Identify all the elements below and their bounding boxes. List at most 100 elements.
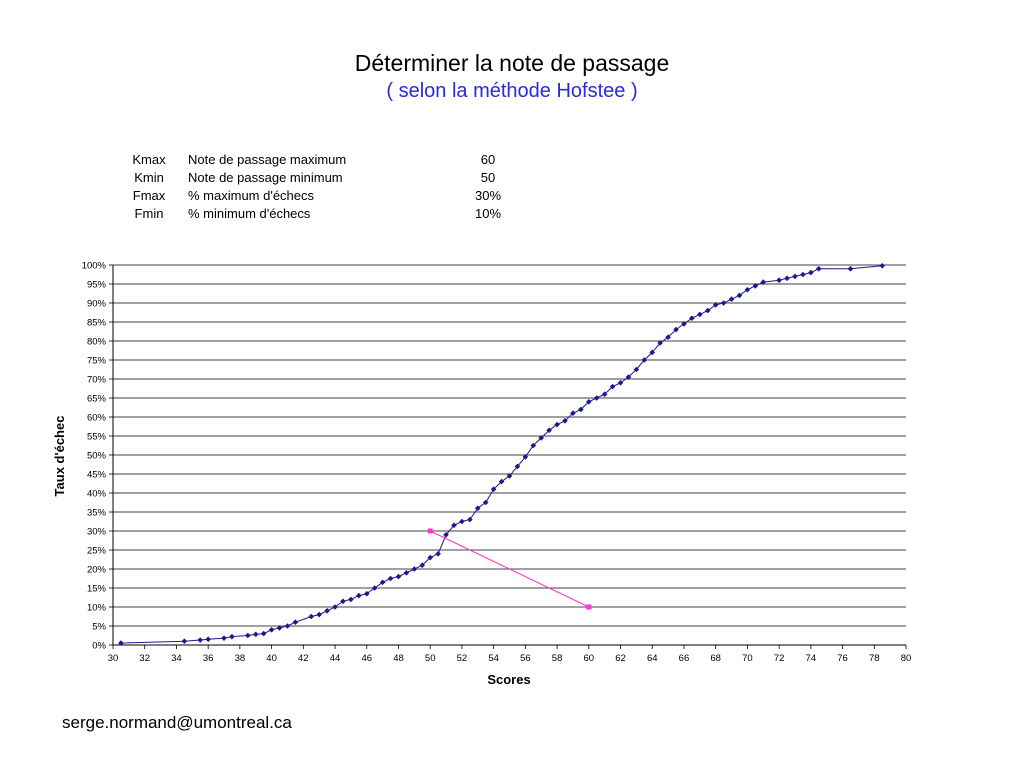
x-tick-label: 50 bbox=[425, 653, 436, 664]
y-tick-label: 20% bbox=[87, 565, 107, 576]
data-point bbox=[118, 640, 124, 646]
data-point bbox=[498, 478, 505, 485]
x-tick-label: 54 bbox=[488, 653, 499, 664]
x-tick-label: 46 bbox=[361, 653, 372, 664]
x-tick-label: 36 bbox=[203, 653, 214, 664]
data-point bbox=[395, 573, 402, 580]
data-point bbox=[697, 311, 703, 318]
x-tick-label: 68 bbox=[710, 653, 721, 664]
data-point bbox=[411, 566, 418, 572]
data-point bbox=[482, 499, 489, 506]
data-point bbox=[593, 395, 600, 401]
param-value: 60 bbox=[480, 152, 496, 167]
data-point bbox=[704, 307, 711, 314]
data-point bbox=[800, 271, 806, 278]
data-point bbox=[506, 473, 513, 479]
data-point bbox=[379, 579, 386, 586]
footer-email: serge.normand@umontreal.ca bbox=[62, 713, 292, 732]
data-point bbox=[451, 522, 457, 529]
x-axis-label: Scores bbox=[487, 672, 530, 687]
page-subtitle: ( selon la méthode Hofstee ) bbox=[386, 80, 638, 102]
data-point bbox=[284, 623, 291, 629]
data-point bbox=[657, 340, 663, 346]
y-tick-label: 45% bbox=[87, 470, 107, 481]
x-tick-label: 30 bbox=[108, 653, 119, 664]
y-tick-label: 100% bbox=[82, 261, 107, 272]
x-tick-label: 34 bbox=[171, 653, 182, 664]
data-point bbox=[808, 269, 814, 276]
data-point bbox=[427, 554, 433, 561]
data-point bbox=[403, 570, 410, 576]
data-point bbox=[673, 326, 679, 333]
data-point bbox=[752, 283, 759, 289]
param-code: Fmin bbox=[134, 206, 164, 221]
data-point bbox=[332, 604, 338, 610]
x-tick-label: 56 bbox=[520, 653, 531, 664]
data-point bbox=[879, 262, 886, 269]
data-point bbox=[712, 302, 719, 308]
data-point bbox=[689, 315, 695, 321]
y-axis-label: Taux d'échec bbox=[52, 416, 67, 497]
data-point bbox=[221, 635, 227, 641]
param-row-kmin: Kmin Note de passage minimum 50 bbox=[112, 169, 528, 187]
data-point bbox=[252, 631, 259, 638]
y-tick-label: 15% bbox=[87, 584, 107, 595]
x-tick-label: 40 bbox=[266, 653, 277, 664]
data-point bbox=[641, 357, 648, 363]
parameters-table: Kmax Note de passage maximum 60 Kmin Not… bbox=[112, 151, 528, 223]
x-tick-label: 74 bbox=[806, 653, 817, 664]
data-point bbox=[245, 632, 251, 639]
y-tick-label: 50% bbox=[87, 451, 107, 462]
param-label: Note de passage maximum bbox=[188, 152, 347, 167]
x-tick-label: 76 bbox=[837, 653, 848, 664]
data-point bbox=[744, 286, 751, 293]
param-code: Fmax bbox=[132, 188, 166, 203]
hofstee-point bbox=[427, 528, 433, 534]
y-tick-label: 75% bbox=[87, 356, 107, 367]
x-tick-label: 78 bbox=[869, 653, 880, 664]
x-tick-label: 38 bbox=[235, 653, 246, 664]
data-point bbox=[443, 532, 449, 538]
data-point bbox=[815, 266, 822, 272]
data-point bbox=[625, 374, 632, 380]
data-point bbox=[546, 427, 552, 434]
x-tick-label: 72 bbox=[774, 653, 785, 664]
param-value: 30% bbox=[474, 188, 502, 203]
data-point bbox=[586, 399, 592, 405]
y-tick-label: 70% bbox=[87, 375, 107, 386]
data-point bbox=[792, 273, 798, 280]
data-point bbox=[562, 418, 568, 424]
data-point bbox=[340, 598, 346, 605]
x-tick-label: 58 bbox=[552, 653, 563, 664]
data-point bbox=[419, 562, 426, 568]
data-point bbox=[728, 296, 735, 302]
y-tick-label: 0% bbox=[92, 641, 106, 652]
y-tick-label: 65% bbox=[87, 394, 107, 405]
data-point bbox=[348, 596, 354, 603]
y-tick-label: 85% bbox=[87, 318, 107, 329]
data-point bbox=[609, 383, 616, 390]
param-row-fmax: Fmax % maximum d'échecs 30% bbox=[112, 187, 528, 205]
x-tick-label: 42 bbox=[298, 653, 309, 664]
data-point bbox=[538, 435, 545, 441]
data-point bbox=[276, 625, 283, 631]
data-point bbox=[268, 627, 275, 633]
axis-layer: 0% 5% 10% 15% 20% 25% 30% 35% 40% 45% 50% 55% 60% 65%… bbox=[82, 261, 912, 665]
data-point bbox=[681, 321, 687, 327]
data-point bbox=[570, 410, 576, 416]
data-point bbox=[205, 636, 211, 643]
y-tick-label: 90% bbox=[87, 299, 107, 310]
data-point bbox=[720, 300, 727, 306]
y-tick-label: 55% bbox=[87, 432, 107, 443]
y-tick-label: 95% bbox=[87, 280, 107, 291]
data-point bbox=[736, 292, 743, 299]
data-point bbox=[197, 637, 204, 643]
grid-layer bbox=[113, 264, 906, 646]
hofstee-point bbox=[586, 604, 592, 610]
param-label: % minimum d'échecs bbox=[188, 206, 311, 221]
data-point bbox=[363, 590, 370, 597]
y-tick-label: 5% bbox=[92, 622, 106, 633]
x-tick-label: 80 bbox=[901, 653, 912, 664]
data-point bbox=[633, 366, 640, 373]
